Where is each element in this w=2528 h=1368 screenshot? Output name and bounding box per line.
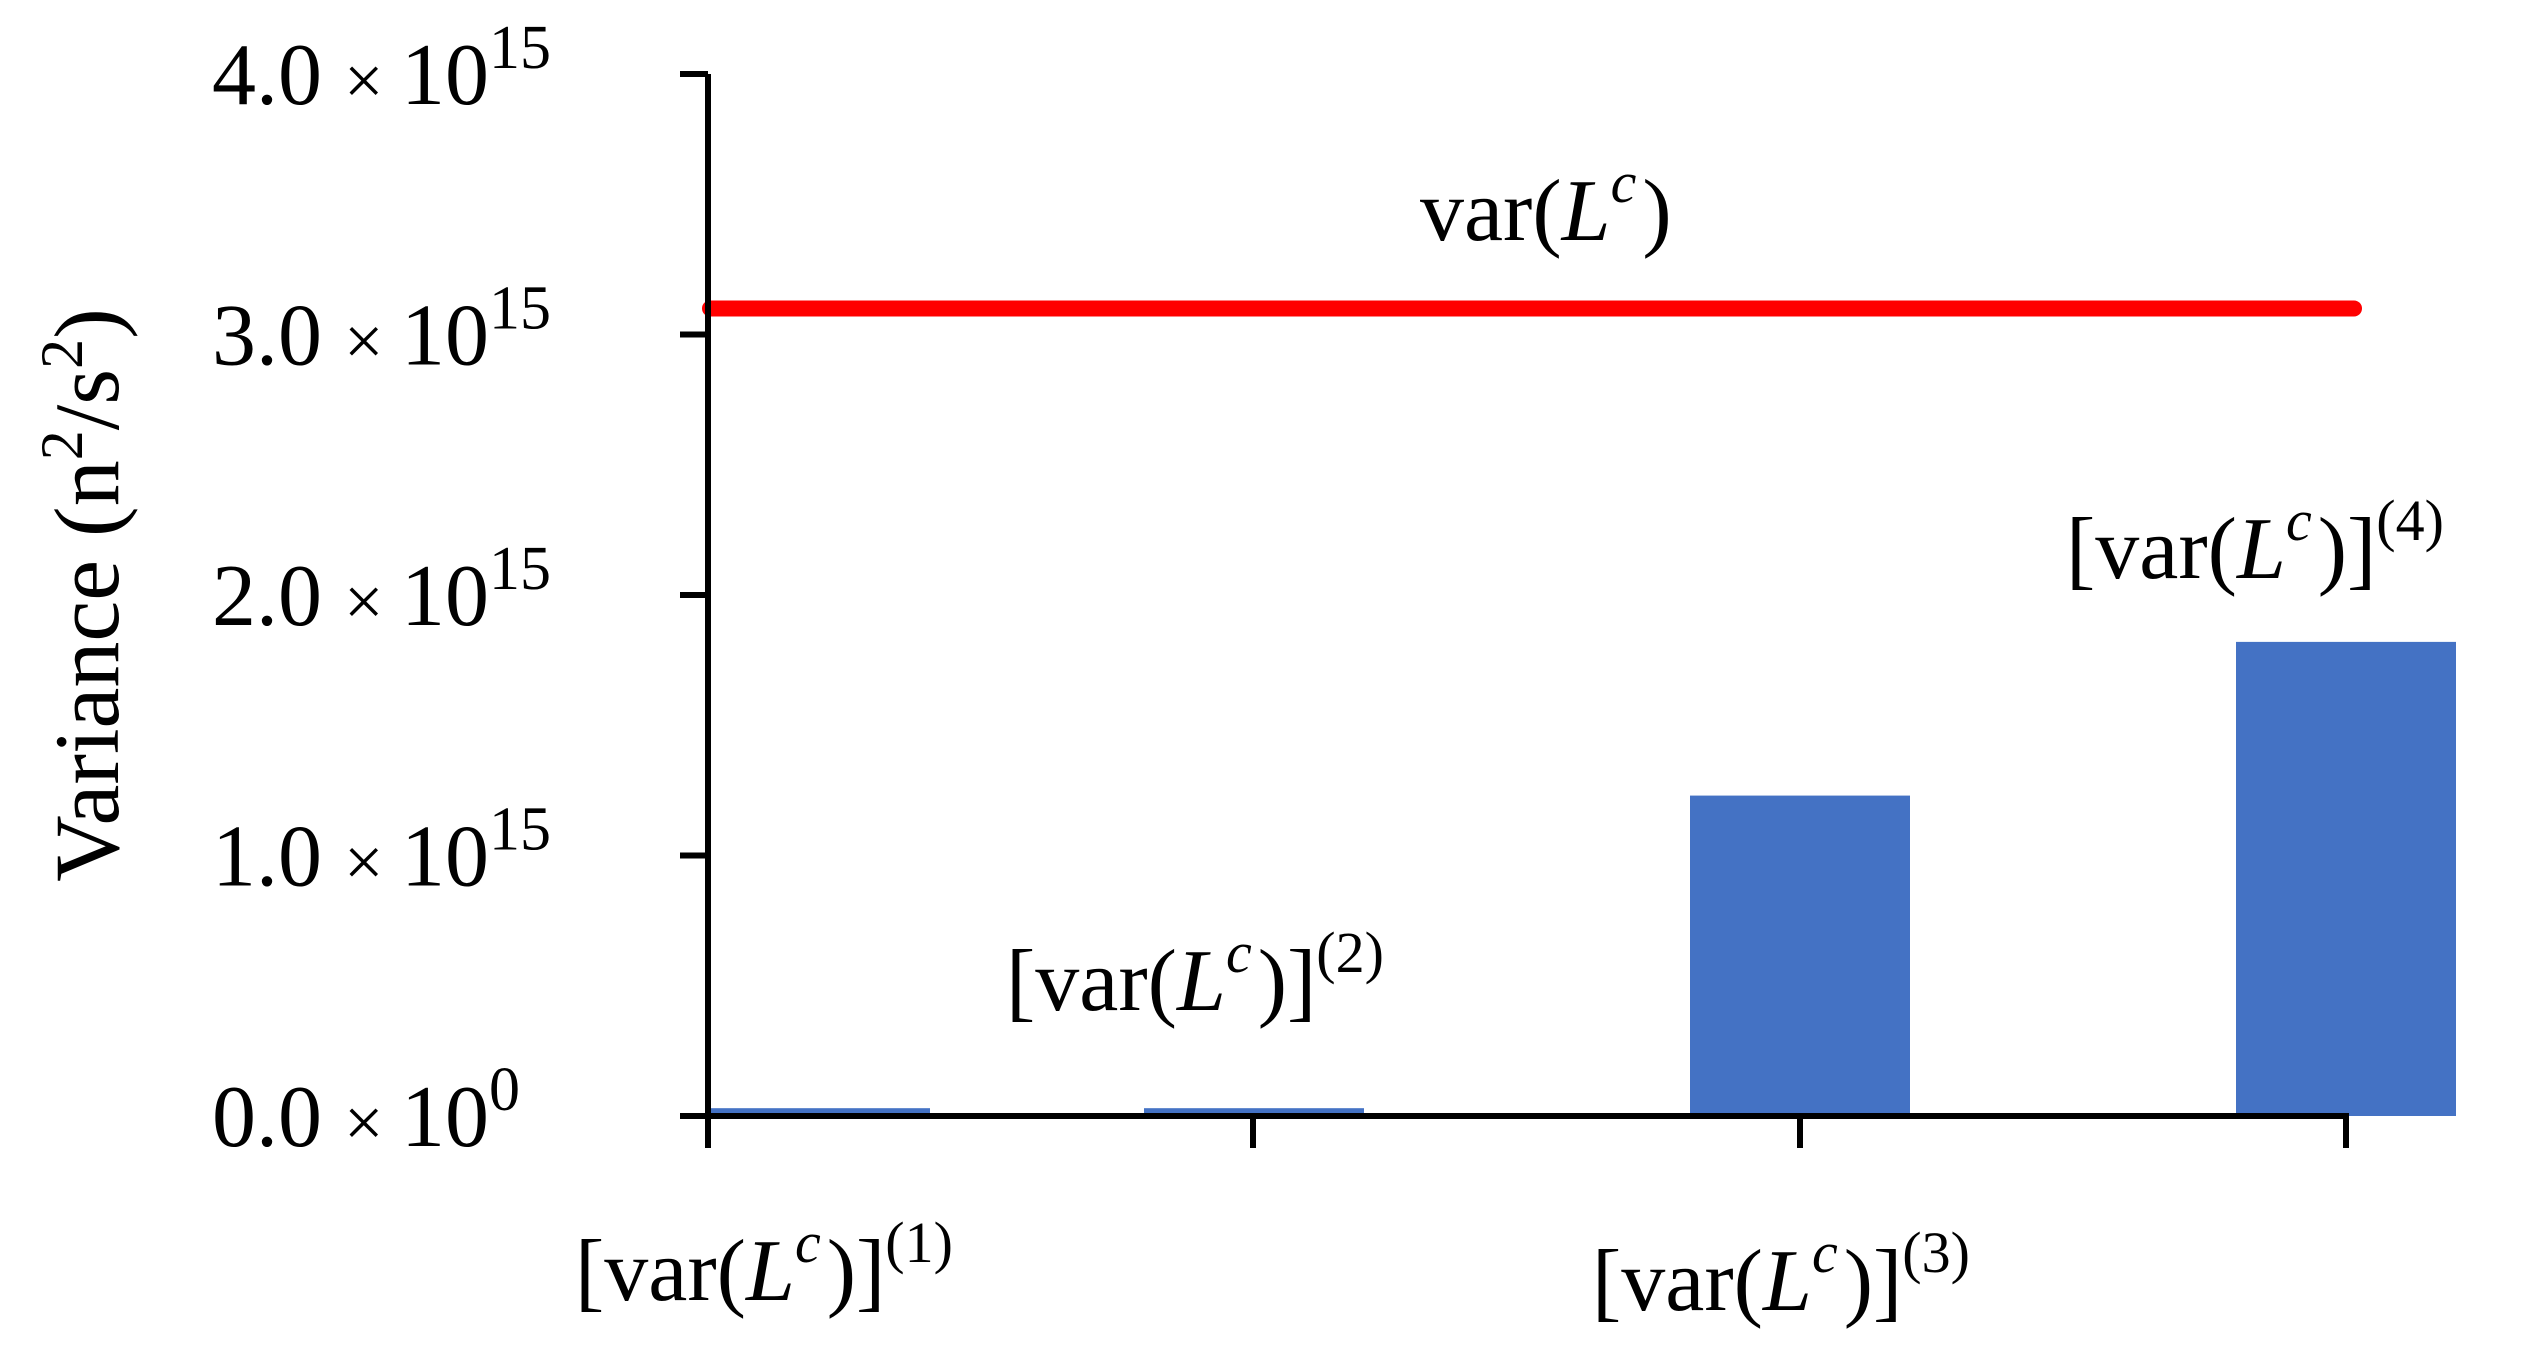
ref-label-italic: L	[1560, 163, 1611, 260]
y-tick-label-0: 0.0 × 100	[212, 1056, 520, 1166]
y-tick-label-2: 2.0 × 1015	[212, 535, 551, 645]
category-label-4: [var(Lc)](4)	[2066, 488, 2444, 598]
y-axis-title: Variance (n2/s2)	[29, 308, 138, 881]
bar-4	[2236, 641, 2456, 1116]
axes-layer	[680, 71, 2349, 1148]
bar-3	[1690, 795, 1910, 1116]
y-tick-label-4: 4.0 × 1015	[212, 14, 551, 124]
bar-1	[710, 1108, 930, 1116]
reference-line-label: var(Lc)	[1420, 150, 1672, 260]
reference-line-layer: var(Lc)	[702, 150, 2362, 317]
category-label-1: [var(Lc)](1)	[575, 1210, 953, 1320]
y-tick-labels: 0.0 × 100 1.0 × 1015 2.0 × 1015 3.0 × 1015 4…	[212, 14, 551, 1166]
bars-layer	[710, 641, 2456, 1116]
bar-2	[1144, 1108, 1364, 1116]
ref-label-pre: var(	[1420, 163, 1562, 260]
category-labels: [var(Lc)](1) [var(Lc)](2) [var(Lc)](3) [var…	[575, 488, 2444, 1330]
y-tick-label-3: 3.0 × 1015	[212, 275, 551, 385]
y-axis-title-text: Variance (n2/s2)	[29, 308, 138, 881]
ref-label-post: )	[1642, 163, 1671, 260]
category-label-2: [var(Lc)](2)	[1006, 920, 1384, 1030]
y-tick-label-1: 1.0 × 1015	[212, 796, 551, 906]
category-label-3: [var(Lc)](3)	[1592, 1220, 1970, 1330]
ref-label-sup: c	[1611, 150, 1637, 215]
